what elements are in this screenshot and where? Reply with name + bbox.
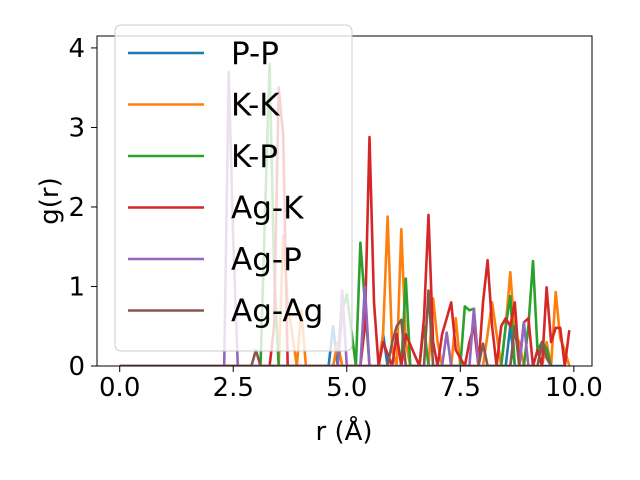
x-tick-label: 5.0 bbox=[326, 373, 367, 403]
x-axis: 0.0 2.5 5.0 7.5 10.0 bbox=[99, 366, 603, 403]
series-line-k-k bbox=[119, 215, 571, 366]
y-tick-label: 1 bbox=[68, 272, 85, 302]
legend-label-ag-ag: Ag-Ag bbox=[231, 294, 323, 330]
legend-label-ag-k: Ag-K bbox=[231, 191, 304, 227]
y-axis: 0 1 2 3 4 bbox=[68, 34, 97, 382]
y-tick-label: 0 bbox=[68, 352, 85, 382]
y-tick-label: 4 bbox=[68, 34, 85, 64]
series-line-ag-ag bbox=[119, 289, 553, 366]
x-axis-label: r (Å) bbox=[315, 415, 372, 447]
series-layer bbox=[119, 62, 571, 366]
legend-entries: P-P K-K K-P Ag-K Ag-P Ag-Ag bbox=[128, 36, 323, 330]
legend-label-ag-p: Ag-P bbox=[231, 242, 302, 278]
legend-label-p-p: P-P bbox=[231, 36, 279, 72]
series-line-ag-k bbox=[119, 86, 571, 366]
x-tick-label: 2.5 bbox=[213, 373, 254, 403]
y-tick-label: 2 bbox=[68, 193, 85, 223]
y-axis-label: g(r) bbox=[35, 177, 65, 224]
legend: P-P K-K K-P Ag-K Ag-P Ag-Ag bbox=[114, 24, 353, 352]
legend-label-k-k: K-K bbox=[231, 88, 280, 124]
x-tick-label: 10.0 bbox=[545, 373, 603, 403]
x-tick-label: 7.5 bbox=[440, 373, 481, 403]
y-tick-label: 3 bbox=[68, 113, 85, 143]
x-tick-label: 0.0 bbox=[99, 373, 140, 403]
legend-box bbox=[114, 24, 353, 352]
legend-label-k-p: K-P bbox=[231, 139, 278, 175]
